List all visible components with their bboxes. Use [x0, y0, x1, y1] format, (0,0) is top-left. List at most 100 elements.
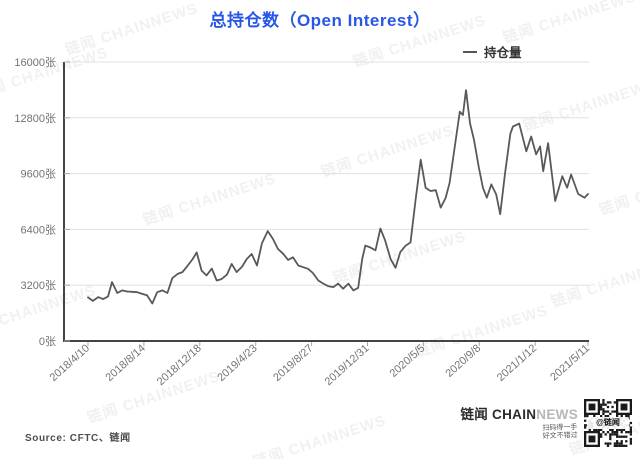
qr-module	[584, 424, 587, 427]
y-axis-label: 3200张	[21, 279, 56, 292]
qr-module	[622, 435, 626, 438]
x-axis-label: 2019/12/31	[323, 342, 372, 388]
brand-logo: 链闻 CHAINNEWS	[460, 403, 578, 423]
x-axis-label: 2019/8/27	[271, 342, 315, 384]
qr-module	[613, 431, 616, 434]
qr-module	[618, 428, 621, 431]
qr-module	[611, 410, 614, 413]
qr-module	[613, 433, 616, 436]
qr-module	[627, 415, 630, 418]
qr-module	[600, 428, 603, 431]
qr-module	[602, 408, 605, 411]
x-axis-label: 2020/9/8	[443, 342, 483, 380]
x-axis-label: 2018/12/18	[155, 342, 204, 388]
qr-module	[604, 410, 607, 413]
qr-module	[584, 415, 587, 418]
legend: 持仓量	[463, 42, 522, 61]
chart-title: 总持仓数（Open Interest）	[209, 11, 431, 30]
qr-module	[593, 415, 596, 418]
qr-module	[629, 433, 632, 436]
qr-module	[620, 415, 623, 418]
qr-module	[613, 410, 616, 413]
qr-module	[620, 403, 628, 411]
qr-module	[595, 428, 598, 431]
qr-module	[606, 442, 610, 445]
qr-module	[606, 415, 610, 418]
qr-module	[629, 442, 632, 445]
qr-module	[586, 415, 589, 418]
qr-module	[620, 440, 623, 443]
qr-module	[588, 435, 596, 443]
qr-module	[613, 442, 616, 445]
qr-module	[616, 431, 619, 434]
y-axis-label: 16000张	[14, 56, 56, 69]
qr-overlay-label: @链闻	[587, 417, 629, 429]
qr-module	[613, 401, 616, 404]
qr-module	[609, 442, 612, 445]
qr-module	[600, 415, 603, 418]
qr-module	[611, 431, 614, 434]
qr-module	[609, 401, 612, 404]
qr-module	[618, 435, 621, 438]
legend-label: 持仓量	[484, 46, 522, 60]
qr-module	[625, 415, 628, 418]
qr-module	[616, 415, 619, 418]
brand-logo-en-light: NEWS	[536, 407, 578, 422]
x-axis-label: 2021/5/11	[548, 342, 592, 383]
qr-module	[618, 442, 621, 445]
qr-module	[620, 431, 623, 434]
qr-module	[609, 437, 612, 441]
qr-module	[602, 401, 605, 404]
qr-module	[611, 405, 614, 409]
qr-code: @链闻	[584, 399, 632, 447]
qr-module	[620, 442, 623, 445]
qr-module	[625, 431, 628, 434]
x-axis-label: 2018/8/14	[104, 342, 148, 384]
qr-module	[602, 410, 605, 413]
qr-module	[620, 444, 623, 447]
qr-module	[606, 405, 610, 409]
qr-module	[616, 433, 619, 436]
qr-module	[620, 435, 623, 438]
y-axis-label: 12800张	[14, 112, 56, 125]
qr-module	[606, 444, 610, 447]
qr-module	[606, 401, 610, 404]
brand-logo-en-dark: CHAIN	[492, 407, 537, 422]
qr-module	[604, 442, 607, 445]
qr-module	[588, 428, 591, 431]
qr-module	[616, 440, 619, 443]
qr-module	[600, 403, 603, 406]
qr-module	[609, 428, 612, 431]
qr-module	[600, 435, 603, 438]
qr-module	[629, 426, 632, 429]
qr-module	[600, 408, 603, 411]
qr-module	[597, 428, 600, 431]
qr-module	[622, 428, 626, 431]
qr-module	[616, 435, 619, 438]
qr-caption: 扫码得一手 好文不错过	[460, 424, 579, 444]
legend-line-icon	[463, 50, 477, 53]
qr-module	[613, 444, 616, 447]
qr-module	[602, 412, 605, 415]
source-caption: Source: CFTC、链闻	[25, 433, 131, 444]
qr-module	[600, 433, 603, 436]
qr-module	[604, 433, 607, 436]
qr-module	[629, 431, 632, 434]
qr-module	[588, 403, 596, 411]
x-axis-label: 2020/5/5	[388, 342, 428, 380]
qr-module	[609, 412, 612, 415]
y-axis-label: 0张	[39, 335, 56, 348]
x-axis-label: 2019/4/23	[215, 342, 259, 384]
qr-module	[622, 444, 626, 447]
y-axis-label: 6400张	[21, 223, 56, 236]
qr-module	[611, 428, 614, 431]
brand-logo-cn: 链闻	[460, 407, 489, 422]
qr-module	[620, 428, 623, 431]
qr-module	[600, 405, 603, 409]
qr-module	[629, 440, 632, 443]
qr-module	[629, 437, 632, 441]
qr-module	[584, 426, 587, 429]
qr-module	[625, 435, 628, 438]
